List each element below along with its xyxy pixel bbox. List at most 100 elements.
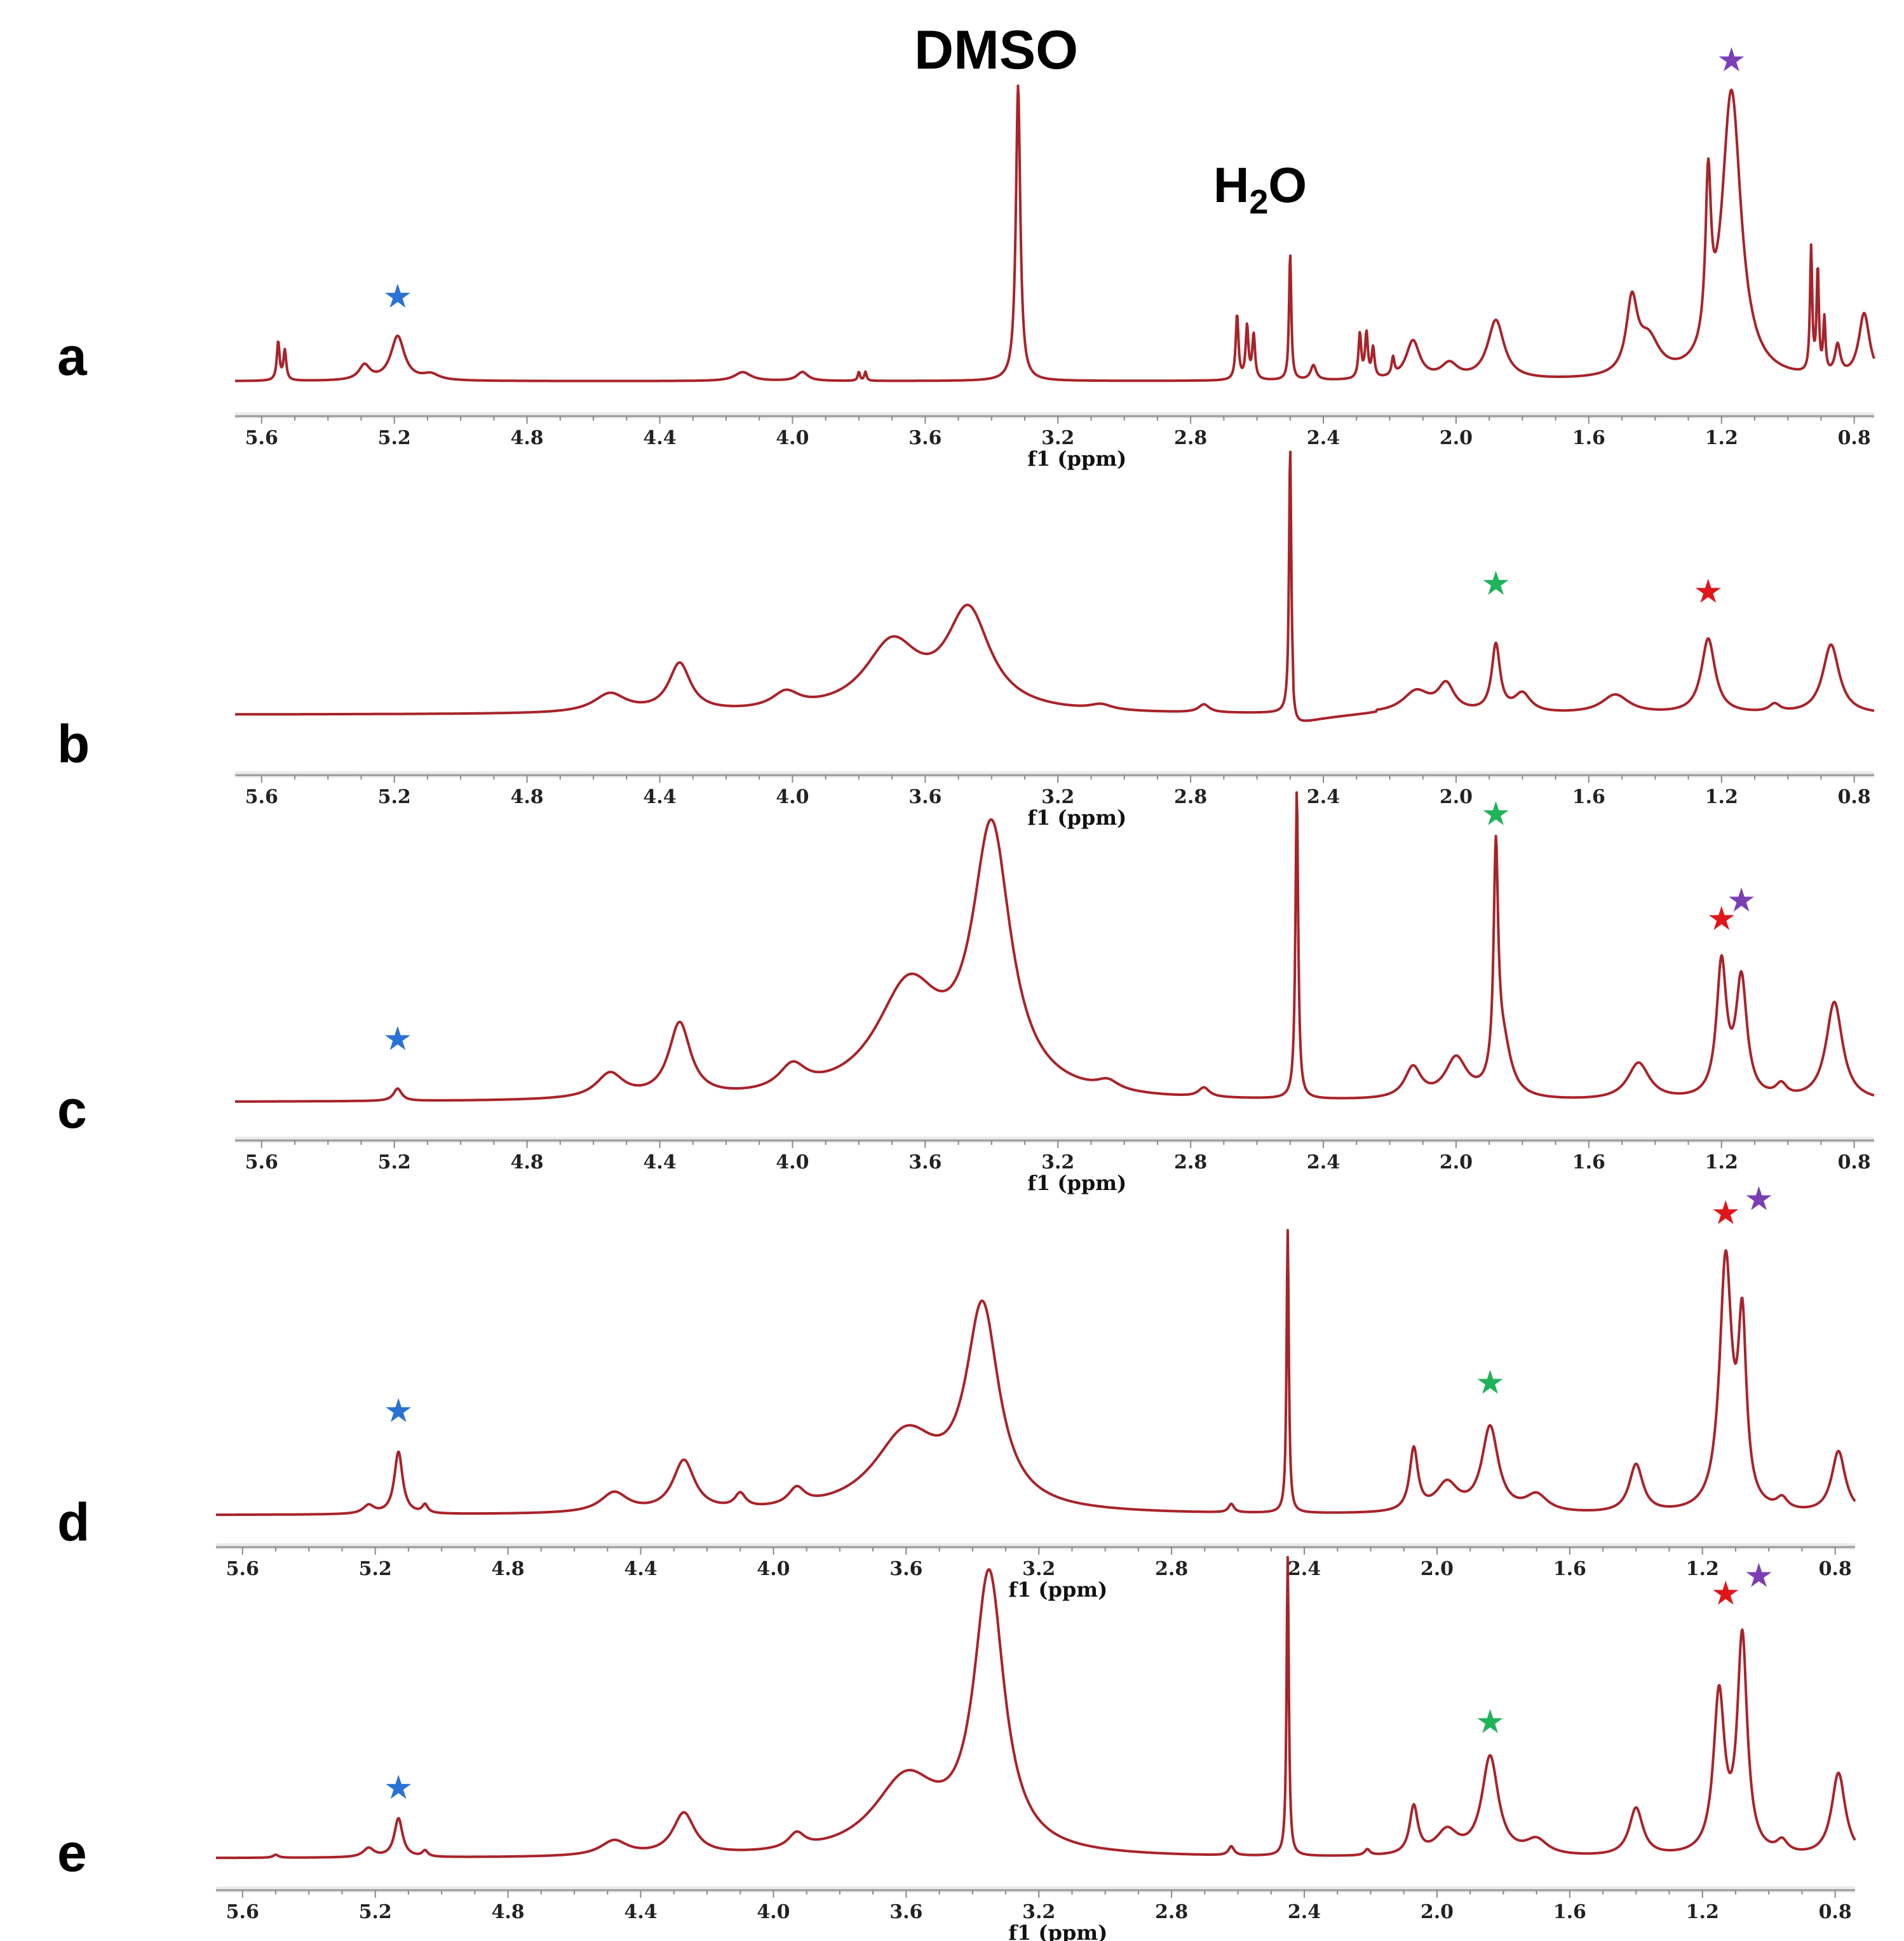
star-green-marker: ★ xyxy=(1475,1364,1505,1402)
x-tick-label: 5.6 xyxy=(245,427,278,449)
x-tick-label: 2.8 xyxy=(1155,1901,1188,1923)
star-red-marker: ★ xyxy=(1711,1575,1741,1613)
star-red-marker: ★ xyxy=(1694,573,1724,611)
x-tick-label: 0.8 xyxy=(1838,427,1871,449)
x-tick-label: 0.8 xyxy=(1819,1558,1852,1580)
x-tick-label: 3.2 xyxy=(1022,1901,1055,1923)
x-tick-label: 3.2 xyxy=(1041,427,1074,449)
spectrum-trace xyxy=(215,1556,1856,1860)
x-tick-label: 4.8 xyxy=(510,1151,543,1173)
x-tick-label: 2.8 xyxy=(1174,1151,1207,1173)
x-tick-label: 1.2 xyxy=(1686,1558,1719,1580)
star-purple-marker: ★ xyxy=(1717,41,1746,79)
water-annotation: H2O xyxy=(1213,157,1307,221)
panel-letter-a: a xyxy=(57,327,88,386)
x-tick-label: 4.8 xyxy=(510,427,543,449)
x-tick-label: 2.4 xyxy=(1307,786,1340,808)
star-red-marker: ★ xyxy=(1706,900,1736,938)
water-annotation-subscript: 2 xyxy=(1249,183,1268,221)
x-tick-label: 5.2 xyxy=(359,1558,392,1580)
x-tick-label: 1.2 xyxy=(1705,427,1738,449)
x-tick-label: 4.0 xyxy=(757,1558,790,1580)
star-blue-marker: ★ xyxy=(383,278,413,316)
star-purple-marker: ★ xyxy=(1744,1180,1774,1218)
spectrum-trace xyxy=(215,1229,1856,1517)
panel-letter-e: e xyxy=(57,1823,87,1883)
x-tick-label: 2.0 xyxy=(1440,786,1473,808)
x-tick-label: 4.0 xyxy=(776,786,809,808)
x-axis-label: f1 (ppm) xyxy=(1027,1171,1126,1195)
x-tick-label: 2.8 xyxy=(1174,786,1207,808)
star-green-marker: ★ xyxy=(1481,565,1511,603)
x-tick-label: 4.8 xyxy=(510,786,543,808)
x-tick-label: 1.6 xyxy=(1572,1151,1605,1173)
x-tick-label: 4.4 xyxy=(643,427,676,449)
x-tick-label: 3.2 xyxy=(1041,786,1074,808)
x-tick-label: 2.0 xyxy=(1440,427,1473,449)
x-tick-label: 5.2 xyxy=(378,427,411,449)
spectrum-panel-d: 5.6 5.2 4.8 4.4 4.0 3.6 3.2 2.8 2.4 2.0 1.6 1.2 0.8 f… xyxy=(57,1180,1856,1602)
spectrum-panel-a: 5.6 5.2 4.8 4.4 4.0 3.6 3.2 2.8 2.4 2.0 1.6 1.2 0.8 f… xyxy=(57,41,1875,471)
x-tick-label: 2.8 xyxy=(1155,1558,1188,1580)
spectrum-panel-e: 5.6 5.2 4.8 4.4 4.0 3.6 3.2 2.8 2.4 2.0 1.6 1.2 0.8 f… xyxy=(57,1556,1856,1941)
x-tick-label: 0.8 xyxy=(1838,786,1871,808)
x-tick-label: 4.4 xyxy=(624,1558,657,1580)
x-tick-label: 1.2 xyxy=(1705,786,1738,808)
x-tick-label: 5.2 xyxy=(378,1151,411,1173)
x-tick-label: 3.6 xyxy=(889,1901,922,1923)
x-tick-label: 3.6 xyxy=(908,427,942,449)
x-tick-label: 5.2 xyxy=(378,786,411,808)
x-tick-label: 1.6 xyxy=(1572,427,1605,449)
water-annotation-o: O xyxy=(1268,157,1307,213)
star-blue-marker: ★ xyxy=(384,1769,414,1807)
spectrum-panel-b: 5.6 5.2 4.8 4.4 4.0 3.6 3.2 2.8 2.4 2.0 1.6 1.2 0.8 f… xyxy=(57,450,1875,830)
x-tick-label: 4.4 xyxy=(624,1901,657,1923)
star-red-marker: ★ xyxy=(1711,1194,1741,1233)
x-tick-label: 1.6 xyxy=(1553,1558,1586,1580)
x-tick-label: 2.8 xyxy=(1174,427,1207,449)
x-tick-label: 2.0 xyxy=(1421,1901,1454,1923)
star-purple-marker: ★ xyxy=(1744,1557,1774,1595)
panel-letter-c: c xyxy=(57,1079,87,1139)
x-axis-label: f1 (ppm) xyxy=(1027,806,1126,830)
x-tick-label: 5.6 xyxy=(226,1901,259,1923)
x-tick-label: 1.6 xyxy=(1572,786,1605,808)
star-green-marker: ★ xyxy=(1475,1703,1505,1741)
x-tick-label: 2.0 xyxy=(1421,1558,1454,1580)
x-tick-label: 2.0 xyxy=(1440,1151,1473,1173)
x-tick-label: 4.4 xyxy=(643,1151,676,1173)
x-tick-label: 4.4 xyxy=(643,786,676,808)
spectrum-trace xyxy=(234,85,1875,382)
x-tick-label: 4.8 xyxy=(491,1558,524,1580)
x-axis-label: f1 (ppm) xyxy=(1027,447,1126,471)
dmso-annotation: DMSO xyxy=(914,20,1078,81)
star-purple-marker: ★ xyxy=(1727,881,1757,919)
spectrum-trace xyxy=(234,450,1875,722)
star-blue-marker: ★ xyxy=(384,1392,414,1430)
x-tick-label: 4.8 xyxy=(491,1901,524,1923)
x-tick-label: 0.8 xyxy=(1819,1901,1852,1923)
star-green-marker: ★ xyxy=(1481,795,1511,834)
x-tick-label: 3.6 xyxy=(908,1151,942,1173)
x-tick-label: 2.4 xyxy=(1288,1901,1321,1923)
x-tick-label: 3.2 xyxy=(1022,1558,1055,1580)
x-tick-label: 3.6 xyxy=(889,1558,922,1580)
x-tick-label: 4.0 xyxy=(776,427,809,449)
water-annotation-h: H xyxy=(1213,157,1249,213)
x-tick-label: 2.4 xyxy=(1288,1558,1321,1580)
x-tick-label: 4.0 xyxy=(776,1151,809,1173)
x-tick-label: 2.4 xyxy=(1307,1151,1340,1173)
x-tick-label: 3.2 xyxy=(1041,1151,1074,1173)
x-axis-label: f1 (ppm) xyxy=(1008,1921,1107,1941)
x-tick-label: 2.4 xyxy=(1307,427,1340,449)
x-tick-label: 3.6 xyxy=(908,786,942,808)
x-tick-label: 5.2 xyxy=(359,1901,392,1923)
x-tick-label: 1.6 xyxy=(1553,1901,1586,1923)
x-axis-label: f1 (ppm) xyxy=(1008,1578,1107,1602)
panel-letter-b: b xyxy=(57,714,90,774)
x-tick-label: 0.8 xyxy=(1838,1151,1871,1173)
x-tick-label: 4.0 xyxy=(757,1901,790,1923)
x-tick-label: 1.2 xyxy=(1705,1151,1738,1173)
star-blue-marker: ★ xyxy=(383,1020,413,1058)
